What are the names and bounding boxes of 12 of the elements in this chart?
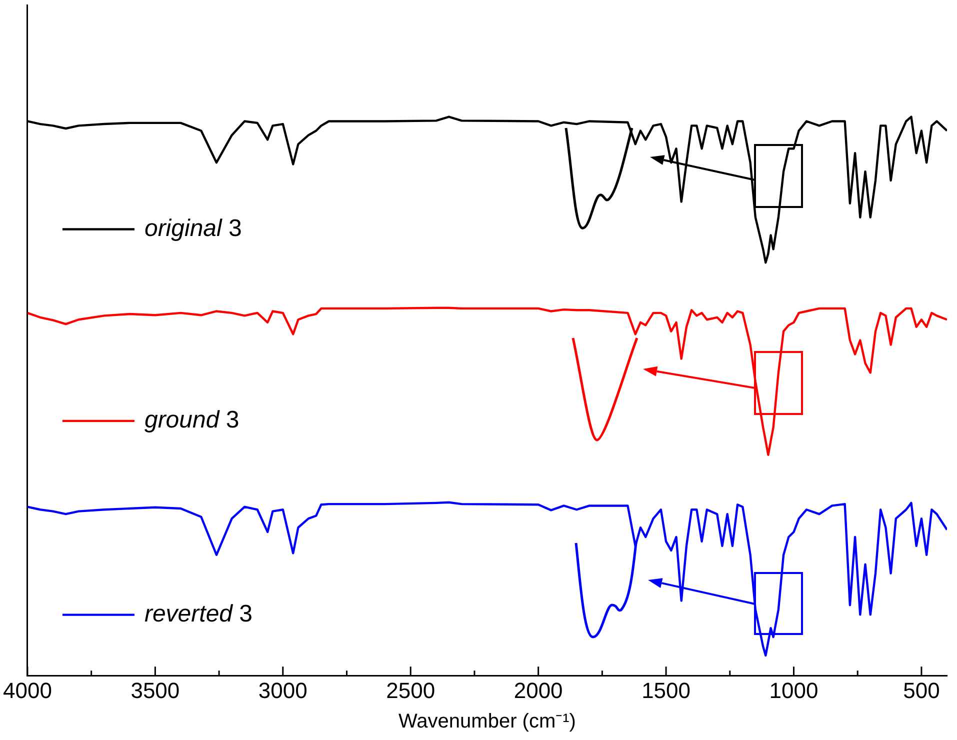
x-tick-label: 3000 (258, 678, 308, 703)
legend-label: original 3 (144, 214, 242, 242)
x-tick-label: 1000 (769, 678, 818, 703)
x-tick-label: 1500 (642, 678, 691, 703)
x-axis-title: Wavenumber (cm⁻¹) (398, 710, 576, 733)
x-tick-label: 4000 (2, 678, 52, 703)
x-tick-label: 2500 (386, 678, 436, 703)
legend-label: ground 3 (144, 406, 240, 434)
x-tick-label: 3500 (130, 678, 180, 703)
x-tick-label: 2000 (514, 678, 563, 703)
legend-label: reverted 3 (144, 600, 253, 628)
x-tick-label: 500 (903, 678, 940, 703)
